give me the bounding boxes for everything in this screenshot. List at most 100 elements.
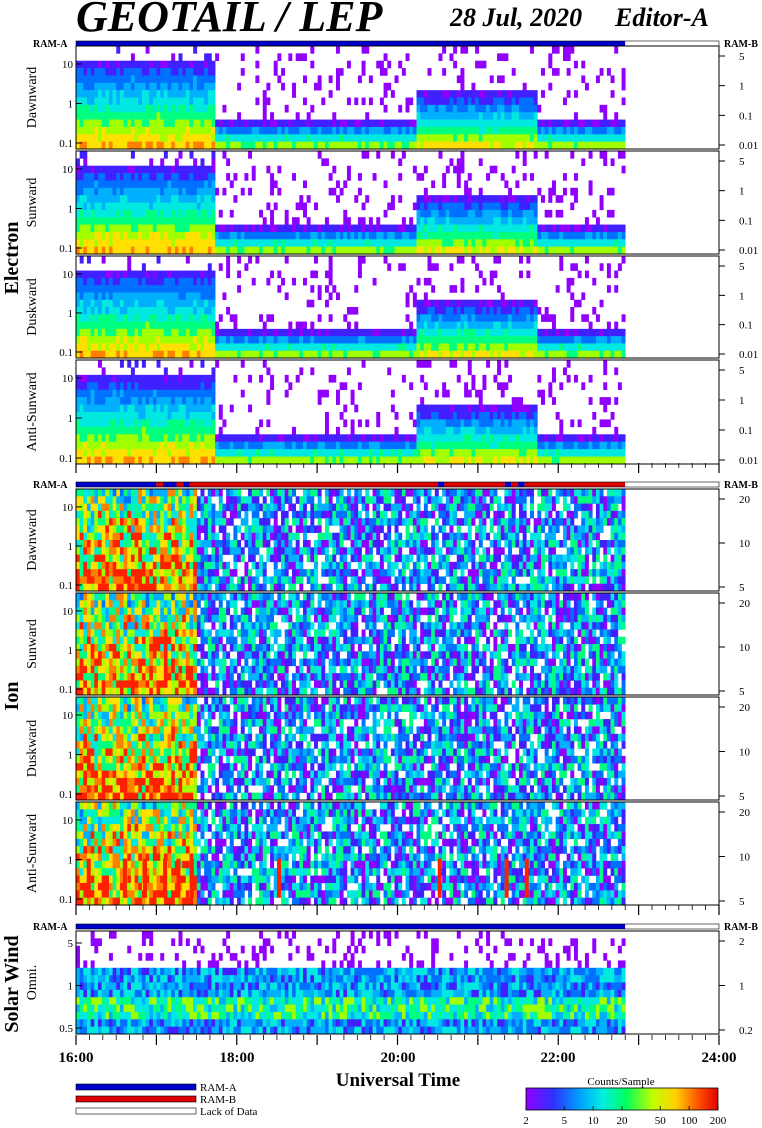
- y-tick-label-right: 5: [739, 896, 745, 908]
- panel-electron-dawnward: Dawnward 0.1 1 10 0.01 0.1 1 5: [25, 45, 758, 152]
- y-tick-label-right: 10: [739, 538, 751, 550]
- panel-ion-sunward: Sunward 0.1 1 10 5 10 20: [25, 592, 751, 698]
- y-tick-label-left: 10: [62, 502, 74, 514]
- y-tick-label-left: 1: [68, 645, 74, 657]
- figure-date: 28 Jul, 2020: [449, 3, 582, 32]
- y-tick-label-right: 1: [739, 981, 745, 993]
- section-label-solar-wind: Solar Wind: [1, 935, 23, 1032]
- y-tick-label-left: 1: [68, 98, 74, 110]
- y-tick-label-right: 5: [739, 582, 745, 594]
- y-tick-label-left: 0.1: [59, 684, 73, 696]
- mode-bar-segment: [189, 482, 438, 487]
- y-tick-label-left: 1: [68, 203, 74, 215]
- mode-bars: [75, 40, 720, 930]
- mode-bar-segment: [76, 41, 626, 46]
- panel-ion-anti-sunward: Anti-Sunward 0.1 1 10 5 10 20: [25, 801, 751, 908]
- y-tick-label-right: 5: [739, 261, 745, 273]
- x-tick-label: 24:00: [702, 1050, 737, 1066]
- y-tick-label-left: 1: [68, 413, 74, 425]
- mode-bar-left-label: RAM-A: [33, 480, 68, 491]
- mode-legend: RAM-A RAM-B Lack of Data: [75, 1082, 258, 1118]
- y-tick-label-left: 0.1: [59, 453, 73, 465]
- legend-swatch-lack-of-data: [75, 1107, 197, 1115]
- y-tick-label-right: 5: [739, 791, 745, 803]
- y-tick-label-left: 10: [62, 710, 74, 722]
- mode-bar-segment: [625, 41, 719, 46]
- y-tick-label-right: 10: [739, 642, 751, 654]
- section-label-electron: Electron: [1, 222, 23, 295]
- panel-electron-anti-sunward: Anti-Sunward 0.1 1 10 0.01 0.1 1 5: [25, 359, 758, 467]
- panel-frame: [75, 696, 720, 801]
- y-tick-label-right: 0.01: [739, 455, 758, 467]
- panel-name: Dawnward: [25, 67, 40, 128]
- y-tick-label-right: 0.01: [739, 349, 758, 361]
- colorbar-tick-label: 20: [617, 1115, 629, 1127]
- y-tick-label-right: 0.01: [739, 245, 758, 257]
- mode-bar-segment: [625, 482, 719, 487]
- mode-bar-segment: [183, 482, 190, 487]
- section-label-ion: Ion: [1, 682, 23, 711]
- mode-bar-outline: [75, 481, 720, 488]
- y-tick-label-right: 1: [739, 290, 745, 302]
- panel-frame: [75, 592, 720, 696]
- legend-label-ram-a: RAM-A: [200, 1082, 237, 1094]
- figure-title: GEOTAIL / LEP: [76, 0, 384, 41]
- y-tick-label-left: 1: [68, 308, 74, 320]
- y-tick-label-right: 20: [739, 807, 751, 819]
- panel-name: Sunward: [25, 178, 40, 228]
- mode-bar-segment: [176, 482, 184, 487]
- panel-name: Duskward: [25, 278, 40, 336]
- y-tick-label-right: 0.1: [739, 320, 753, 332]
- mode-bar-segment: [76, 924, 626, 929]
- x-axis: [75, 463, 720, 1045]
- x-tick-label: 18:00: [220, 1050, 255, 1066]
- colorbar-tick-label: 50: [655, 1115, 667, 1127]
- legend-label-lack-of-data: Lack of Data: [200, 1106, 258, 1118]
- panel-frame: [75, 45, 720, 150]
- mode-bar-right-label: RAM-B: [724, 39, 758, 50]
- y-tick-label-left: 5: [68, 938, 74, 950]
- mode-bar-segment: [76, 482, 157, 487]
- mode-bar-segment: [504, 482, 512, 487]
- y-tick-label-right: 0.1: [739, 425, 753, 437]
- mode-bar-left-label: RAM-A: [33, 39, 68, 50]
- y-tick-label-left: 0.1: [59, 347, 73, 359]
- panel-name: Anti-Sunward: [25, 814, 40, 893]
- figure-editor: Editor-A: [614, 3, 709, 32]
- y-tick-label-right: 10: [739, 747, 751, 759]
- x-tick-label: 22:00: [541, 1050, 576, 1066]
- x-tick-label: 16:00: [59, 1050, 94, 1066]
- mode-bar-segment: [511, 482, 519, 487]
- x-tick-label: 20:00: [381, 1050, 416, 1066]
- mode-bar-right-label: RAM-B: [724, 922, 758, 933]
- panel-electron-sunward: Sunward 0.1 1 10 0.01 0.1 1 5: [25, 150, 758, 257]
- colorbar-tick-label: 2: [523, 1115, 529, 1127]
- panel-name: Duskward: [25, 720, 40, 778]
- y-tick-label-right: 10: [739, 852, 751, 864]
- y-tick-label-left: 0.1: [59, 894, 73, 906]
- mode-bar-segment: [625, 924, 719, 929]
- mode-bar-outline: [75, 923, 720, 930]
- y-tick-label-right: 0.1: [739, 110, 753, 122]
- y-tick-label-left: 10: [62, 59, 74, 71]
- panel-name: Dawnward: [25, 509, 40, 570]
- colorbar: Counts/Sample 2 5 10 20 50 100 200: [523, 1076, 727, 1127]
- colorbar-tick-label: 10: [588, 1115, 600, 1127]
- colorbar-title: Counts/Sample: [587, 1076, 654, 1088]
- mode-bar-segment: [444, 482, 505, 487]
- panel-frame: [75, 255, 720, 359]
- mode-bar-right-label: RAM-B: [724, 480, 758, 491]
- mode-bar-segment: [524, 482, 626, 487]
- y-tick-label-right: 5: [739, 686, 745, 698]
- y-tick-label-right: 0.01: [739, 140, 758, 152]
- panel-name: Omni.: [25, 965, 40, 1000]
- y-tick-label-left: 10: [62, 373, 74, 385]
- y-tick-label-right: 1: [739, 186, 745, 198]
- y-tick-label-left: 0.1: [59, 243, 73, 255]
- spectrogram-panels: Dawnward 0.1 1 10 0.01 0.1 1 5 Sunward 0.1 1 10 0.01…: [25, 45, 758, 1037]
- panel-name: Anti-Sunward: [25, 372, 40, 451]
- y-tick-label-right: 1: [739, 395, 745, 407]
- panel-frame: [75, 488, 720, 592]
- panel-frame: [75, 930, 720, 1035]
